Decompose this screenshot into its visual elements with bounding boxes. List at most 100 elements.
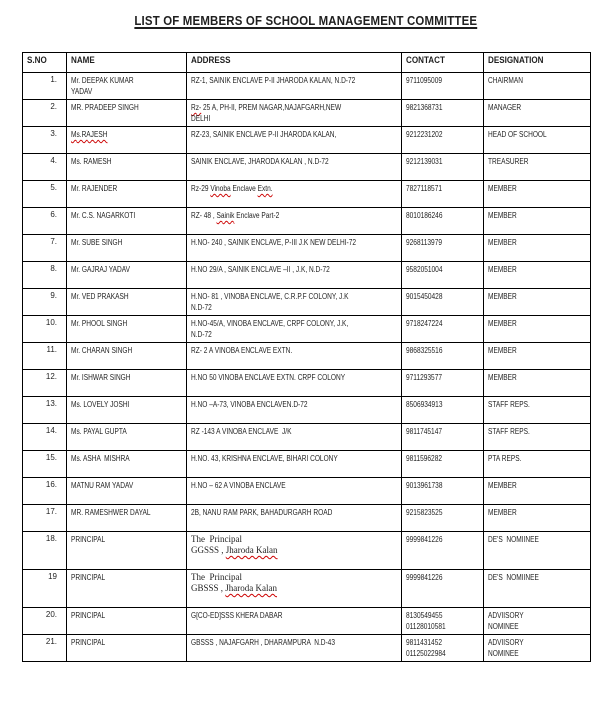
- header-row: S.NO NAME ADDRESS CONTACT DESIGNATION: [22, 52, 591, 73]
- cell-line-text: MEMBER: [488, 291, 517, 302]
- cell-line-text: The Principal: [191, 534, 242, 545]
- cell-address: H.NO 50 VINOBA ENCLAVE EXTN. CRPF COLONY: [186, 369, 402, 397]
- cell-line: 9015450428: [406, 291, 479, 302]
- cell-line-text: PRINCIPAL: [71, 572, 105, 583]
- text-segment: MEMBER: [488, 508, 517, 517]
- cell-sno: 9.: [22, 288, 67, 316]
- cell-line-text: 9811745147: [406, 426, 442, 437]
- cell-designation: ADVIISORY NOMINEE: [483, 607, 591, 635]
- cell-name: Ms. PAYAL GUPTA: [66, 423, 187, 451]
- text-segment: ADVIISORY: [488, 638, 524, 647]
- cell-name: Ms.RAJESH: [66, 126, 187, 154]
- cell-line-text: Mr. C.S. NAGARKOTI: [71, 210, 135, 221]
- cell-line: 9811431452: [406, 637, 479, 648]
- cell-name: Mr. DEEPAK KUMAR YADAV: [66, 72, 187, 100]
- cell-line-text: SAINIK ENCLAVE, JHARODA KALAN , N.D-72: [191, 156, 329, 167]
- cell-line-text: RZ- 2 A VINOBA ENCLAVE EXTN.: [191, 345, 292, 356]
- text-segment: DELHI: [191, 114, 211, 123]
- cell-line: Ms. ASHA MISHRA: [71, 453, 182, 464]
- cell-line: PTA REPS.: [488, 453, 586, 464]
- table-row: 12. Mr. ISHWAR SINGH H.NO 50 VINOBA ENCL…: [22, 369, 591, 397]
- cell-contact: 8010186246: [401, 207, 484, 235]
- cell-line: 9582051004: [406, 264, 479, 275]
- cell-contact: 9268113979: [401, 234, 484, 262]
- text-segment: 9215823525: [406, 508, 443, 517]
- cell-designation: MEMBER: [483, 207, 591, 235]
- cell-line: Mr. CHARAN SINGH: [71, 345, 182, 356]
- cell-sno: 19: [22, 569, 67, 608]
- table-row: 20. PRINCIPAL G[CO-ED]SSS KHERA DABAR 81…: [22, 607, 591, 635]
- text-segment: MEMBER: [488, 346, 517, 355]
- cell-line: MEMBER: [488, 183, 586, 194]
- cell-line: YADAV: [71, 86, 182, 97]
- text-segment: Mr. CHARAN SINGH: [71, 346, 133, 355]
- cell-line-text: 01128010581: [406, 621, 446, 632]
- cell-name: Mr. PHOOL SINGH: [66, 315, 187, 343]
- cell-sno: 14.: [22, 423, 67, 451]
- cell-contact: 9711293577: [401, 369, 484, 397]
- text-segment: Mr. C.S. NAGARKOTI: [71, 211, 136, 220]
- cell-line-text: TREASURER: [488, 156, 528, 167]
- cell-designation: MEMBER: [483, 342, 591, 370]
- text-segment: H.NO-45/A, VINOBA ENCLAVE, CRPF COLONY, …: [191, 319, 349, 328]
- cell-line-text: 9999841226: [406, 534, 442, 545]
- text-segment: 8130549455: [406, 611, 443, 620]
- text-segment: Ms. ASHA MISHRA: [71, 454, 130, 463]
- text-segment: GBSSS , NAJAFGARH , DHARAMPURA N.D-43: [191, 638, 335, 647]
- text-segment: RZ-23, SAINIK ENCLAVE P-II JHARODA KALAN…: [191, 130, 337, 139]
- text-segment: PTA REPS.: [488, 454, 522, 463]
- text-segment: MEMBER: [488, 211, 517, 220]
- text-segment: PRINCIPAL: [71, 611, 106, 620]
- text-segment: GBSSS ,: [191, 583, 226, 593]
- cell-line-text: RZ -143 A VINOBA ENCLAVE J/K: [191, 426, 292, 437]
- cell-line-text: RZ- 48 , Sainik Enclave Part-2: [191, 210, 279, 221]
- text-segment: 9711095009: [406, 76, 443, 85]
- cell-name: Ms. ASHA MISHRA: [66, 450, 187, 478]
- text-segment: MR. PRADEEP SINGH: [71, 103, 139, 112]
- cell-name: Mr. GAJRAJ YADAV: [66, 261, 187, 289]
- cell-line: G[CO-ED]SSS KHERA DABAR: [191, 610, 397, 621]
- cell-line: RZ-23, SAINIK ENCLAVE P-II JHARODA KALAN…: [191, 129, 397, 140]
- cell-name: Mr. VED PRAKASH: [66, 288, 187, 316]
- cell-line: 9811596282: [406, 453, 479, 464]
- cell-line: 9212139031: [406, 156, 479, 167]
- cell-contact: 9215823525: [401, 504, 484, 532]
- text-segment: 9268113979: [406, 238, 443, 247]
- text-segment: The Principal: [191, 534, 242, 544]
- cell-name: Mr. RAJENDER: [66, 180, 187, 208]
- cell-contact: 9582051004: [401, 261, 484, 289]
- cell-line-text: Mr. DEEPAK KUMAR: [71, 75, 134, 86]
- cell-line: RZ- 2 A VINOBA ENCLAVE EXTN.: [191, 345, 397, 356]
- cell-line: 9999841226: [406, 534, 479, 545]
- cell-line-text: 9215823525: [406, 507, 442, 518]
- misspelled-text: Sainik: [216, 211, 235, 220]
- cell-line-text: Rz- 25 A, PH-II, PREM NAGAR,NAJAFGARH,NE…: [191, 102, 341, 113]
- cell-name: PRINCIPAL: [66, 531, 187, 570]
- cell-line-text: Mr. CHARAN SINGH: [71, 345, 132, 356]
- cell-line-text: MR. RAMESHWER DAYAL: [71, 507, 151, 518]
- cell-sno: 4.: [22, 153, 67, 181]
- cell-sno: 5.: [22, 180, 67, 208]
- cell-line-text: Mr. SUBE SINGH: [71, 237, 122, 248]
- cell-designation: MANAGER: [483, 99, 591, 127]
- cell-line: H.NO-45/A, VINOBA ENCLAVE, CRPF COLONY, …: [191, 318, 397, 329]
- cell-line: RZ -143 A VINOBA ENCLAVE J/K: [191, 426, 397, 437]
- cell-line-text: ADVIISORY: [488, 610, 524, 621]
- text-segment: H.NO – 62 A VINOBA ENCLAVE: [191, 481, 286, 490]
- text-segment: TREASURER: [488, 157, 529, 166]
- cell-line-text: CHAIRMAN: [488, 75, 523, 86]
- page-title-text: LIST OF MEMBERS OF SCHOOL MANAGEMENT COM…: [134, 13, 477, 28]
- cell-line-text: 9212139031: [406, 156, 442, 167]
- cell-line-text: MEMBER: [488, 372, 517, 383]
- cell-contact: 9999841226: [401, 531, 484, 570]
- table-row: 7. Mr. SUBE SINGH H.NO- 240 , SAINIK ENC…: [22, 234, 591, 262]
- cell-line: MEMBER: [488, 345, 586, 356]
- cell-line-text: H.NO 50 VINOBA ENCLAVE EXTN. CRPF COLONY: [191, 372, 345, 383]
- cell-address: H.NO. 43, KRISHNA ENCLAVE, BIHARI COLONY: [186, 450, 402, 478]
- cell-line: H.NO- 81 , VINOBA ENCLAVE, C.R.P.F COLON…: [191, 291, 397, 302]
- cell-designation: MEMBER: [483, 180, 591, 208]
- cell-line: H.NO- 240 , SAINIK ENCLAVE, P-III J.K NE…: [191, 237, 397, 248]
- text-segment: 9811596282: [406, 454, 443, 463]
- cell-line: MEMBER: [488, 507, 586, 518]
- cell-line: PRINCIPAL: [71, 534, 182, 545]
